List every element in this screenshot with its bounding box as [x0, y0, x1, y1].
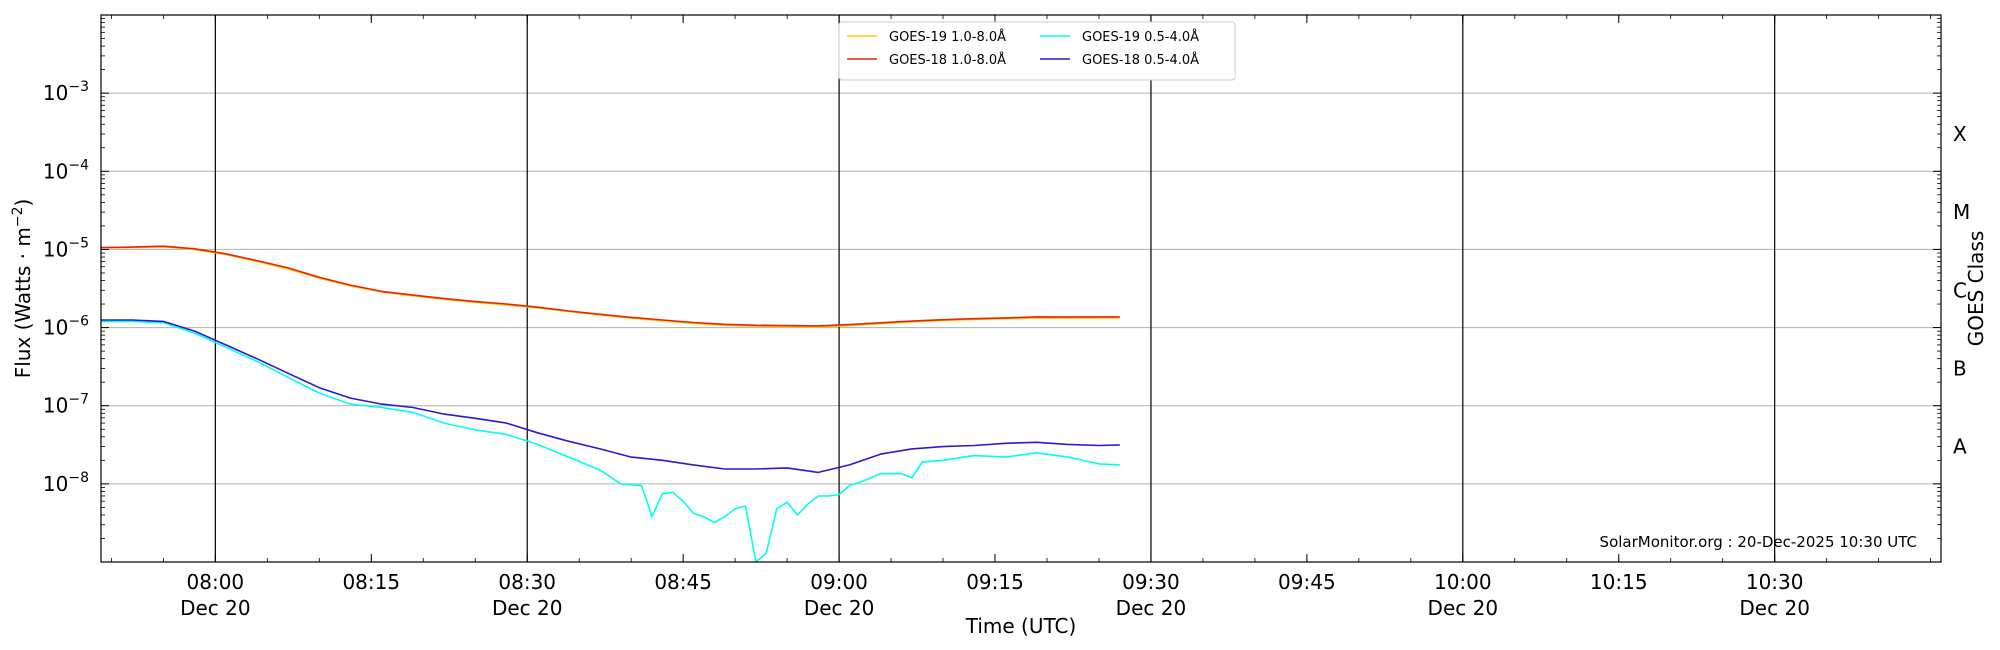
y-tick-label: 10−3 — [43, 79, 89, 105]
x-tick-label: 10:00 — [1434, 570, 1492, 594]
legend: GOES-19 1.0-8.0Å GOES-18 1.0-8.0Å GOES-19 … — [838, 21, 1236, 81]
goes-class-c: C — [1953, 278, 1967, 302]
axis-ticks — [101, 15, 1941, 562]
y-tick-label: 10−6 — [43, 314, 89, 340]
plot-frame — [100, 14, 1942, 563]
x-tick-date-label: Dec 20 — [180, 596, 251, 620]
goes-class-labels: A B C M X — [1953, 122, 1970, 459]
goes-class-a: A — [1953, 435, 1967, 459]
x-tick-label: 10:30 — [1746, 570, 1804, 594]
x-axis-label: Time (UTC) — [965, 614, 1077, 638]
x-tick-label: 09:30 — [1122, 570, 1180, 594]
watermark-text: SolarMonitor.org : 20-Dec-2025 10:30 UTC — [1600, 533, 1917, 551]
y-tick-label: 10−5 — [43, 235, 89, 261]
series-line-4 — [101, 319, 1120, 474]
goes-class-m: M — [1953, 200, 1970, 224]
y-axis-label: Flux (Watts · m−2) — [10, 199, 35, 379]
y-tick-label: 10−8 — [43, 470, 89, 496]
grid-lines — [101, 15, 1941, 562]
x-tick-date-label: Dec 20 — [1428, 596, 1499, 620]
goes-class-axis-label: GOES Class — [1964, 231, 1988, 347]
legend-label-2: GOES-18 1.0-8.0Å — [889, 52, 1006, 68]
x-tick-label: 09:45 — [1278, 570, 1336, 594]
x-tick-label: 08:30 — [498, 570, 556, 594]
x-tick-date-label: Dec 20 — [1116, 596, 1187, 620]
series-line-2 — [100, 245, 1120, 327]
series-lines — [100, 245, 1120, 563]
y-tick-label: 10−7 — [43, 392, 89, 418]
x-tick-date-label: Dec 20 — [1739, 596, 1810, 620]
x-tick-label: 10:15 — [1590, 570, 1648, 594]
x-tick-label: 08:00 — [187, 570, 245, 594]
x-tick-label: 08:45 — [654, 570, 712, 594]
x-tick-date-label: Dec 20 — [804, 596, 875, 620]
goes-class-x: X — [1953, 122, 1967, 146]
legend-label-1: GOES-19 1.0-8.0Å — [889, 29, 1006, 45]
goes-class-b: B — [1953, 356, 1967, 380]
x-tick-label: 09:15 — [966, 570, 1024, 594]
x-tick-label: 09:00 — [810, 570, 868, 594]
legend-label-3: GOES-19 0.5-4.0Å — [1082, 29, 1199, 45]
legend-box — [838, 21, 1236, 81]
legend-label-4: GOES-18 0.5-4.0Å — [1082, 52, 1199, 68]
series-line-3 — [101, 320, 1120, 563]
x-tick-label: 08:15 — [342, 570, 400, 594]
x-tick-date-label: Dec 20 — [492, 596, 563, 620]
y-tick-label: 10−4 — [43, 157, 89, 183]
